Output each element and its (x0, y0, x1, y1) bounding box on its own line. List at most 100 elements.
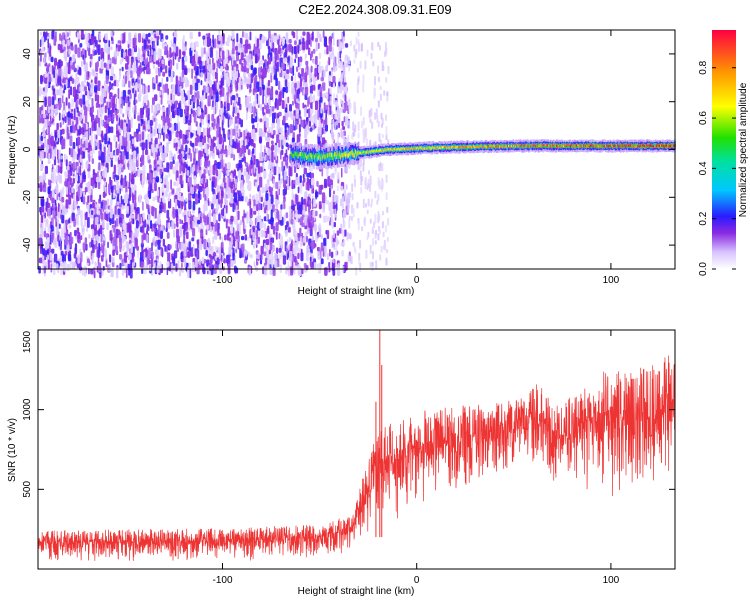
heatmap-cell (117, 208, 121, 215)
heatmap-cell (203, 169, 206, 176)
heatmap-cell (92, 169, 95, 175)
heatmap-cell (247, 76, 251, 85)
heatmap-cell (110, 268, 114, 278)
heatmap-cell (206, 149, 209, 157)
heatmap-cell (185, 164, 188, 169)
heatmap-cell (64, 250, 68, 256)
heatmap-cell (54, 76, 57, 84)
heatmap-cell (273, 65, 276, 75)
heatmap-cell (154, 195, 158, 201)
heatmap-cell (158, 225, 161, 233)
heatmap-cell (271, 151, 274, 163)
heatmap-cell (119, 262, 122, 270)
heatmap-cell (315, 100, 318, 111)
heatmap-cell (318, 117, 320, 128)
heatmap-cell (227, 144, 231, 156)
heatmap-cell (302, 173, 305, 179)
heatmap-cell (242, 221, 245, 232)
heatmap-cell (289, 104, 292, 112)
heatmap-cell (318, 52, 322, 59)
heatmap-cell (189, 84, 193, 95)
heatmap-cell (228, 55, 232, 61)
heatmap-cell (139, 162, 143, 167)
heatmap-cell (362, 74, 365, 84)
heatmap-cell (271, 106, 275, 112)
heatmap-cell (195, 41, 199, 48)
heatmap-cell (324, 117, 328, 125)
heatmap-cell (218, 30, 220, 35)
heatmap-cell (183, 35, 185, 41)
heatmap-cell (300, 119, 305, 128)
heatmap-cell (296, 98, 299, 103)
heatmap-cell (344, 43, 349, 48)
heatmap-cell (297, 232, 300, 238)
heatmap-cell (61, 214, 65, 224)
heatmap-cell (137, 52, 141, 61)
heatmap-cell (297, 237, 301, 242)
heatmap-cell (80, 216, 83, 227)
heatmap-cell (171, 220, 175, 230)
heatmap-cell (249, 88, 252, 93)
heatmap-cell (265, 238, 269, 246)
heatmap-cell (156, 103, 160, 111)
heatmap-cell (272, 112, 275, 124)
heatmap-cell (365, 249, 368, 259)
heatmap-cell (130, 117, 133, 129)
heatmap-cell (207, 212, 210, 217)
heatmap-cell (236, 82, 239, 91)
heatmap-cell (259, 166, 263, 173)
heatmap-cell (282, 255, 287, 265)
heatmap-cell (262, 95, 264, 105)
heatmap-cell (257, 38, 259, 48)
heatmap-cell (329, 209, 333, 217)
heatmap-cell (202, 267, 206, 275)
heatmap-cell (247, 43, 251, 50)
heatmap-cell (274, 53, 278, 60)
heatmap-cell (200, 47, 204, 58)
heatmap-cell (234, 105, 237, 115)
heatmap-cell (111, 36, 113, 41)
heatmap-cell (274, 252, 278, 260)
heatmap-cell (71, 216, 75, 221)
heatmap-cell (234, 136, 237, 142)
heatmap-cell (328, 41, 332, 52)
heatmap-cell (254, 54, 258, 64)
heatmap-cell (253, 80, 257, 91)
heatmap-cell (98, 150, 101, 157)
heatmap-cell (271, 140, 274, 145)
heatmap-cell (113, 135, 117, 142)
heatmap-cell (89, 61, 92, 68)
heatmap-cell (262, 131, 266, 137)
heatmap-cell (215, 194, 218, 200)
heatmap-cell (74, 261, 76, 267)
heatmap-cell (290, 75, 294, 82)
heatmap-cell (270, 194, 274, 205)
heatmap-cell (267, 148, 270, 156)
heatmap-cell (321, 192, 326, 204)
heatmap-cell (190, 221, 193, 230)
heatmap-cell (196, 78, 200, 84)
heatmap-cell (84, 91, 88, 96)
heatmap-cell (218, 126, 221, 136)
heatmap-cell (315, 37, 318, 43)
heatmap-cell (250, 209, 252, 216)
heatmap-cell (212, 153, 215, 159)
heatmap-cell (216, 185, 220, 193)
heatmap-cell (153, 129, 156, 137)
heatmap-cell (159, 168, 162, 176)
heatmap-cell (230, 83, 233, 92)
heatmap-cell (223, 258, 226, 264)
heatmap-cell (204, 200, 208, 212)
heatmap-cell (161, 186, 165, 193)
heatmap-cell (140, 118, 144, 123)
heatmap-cell (205, 249, 208, 256)
heatmap-cell (286, 221, 289, 228)
heatmap-cell (124, 75, 127, 84)
heatmap-cell (124, 96, 129, 104)
heatmap-cell (312, 48, 316, 54)
heatmap-cell (193, 175, 197, 186)
heatmap-cell (191, 142, 195, 148)
heatmap-cell (119, 247, 122, 253)
heatmap-cell (179, 226, 183, 237)
heatmap-cell (208, 32, 211, 41)
